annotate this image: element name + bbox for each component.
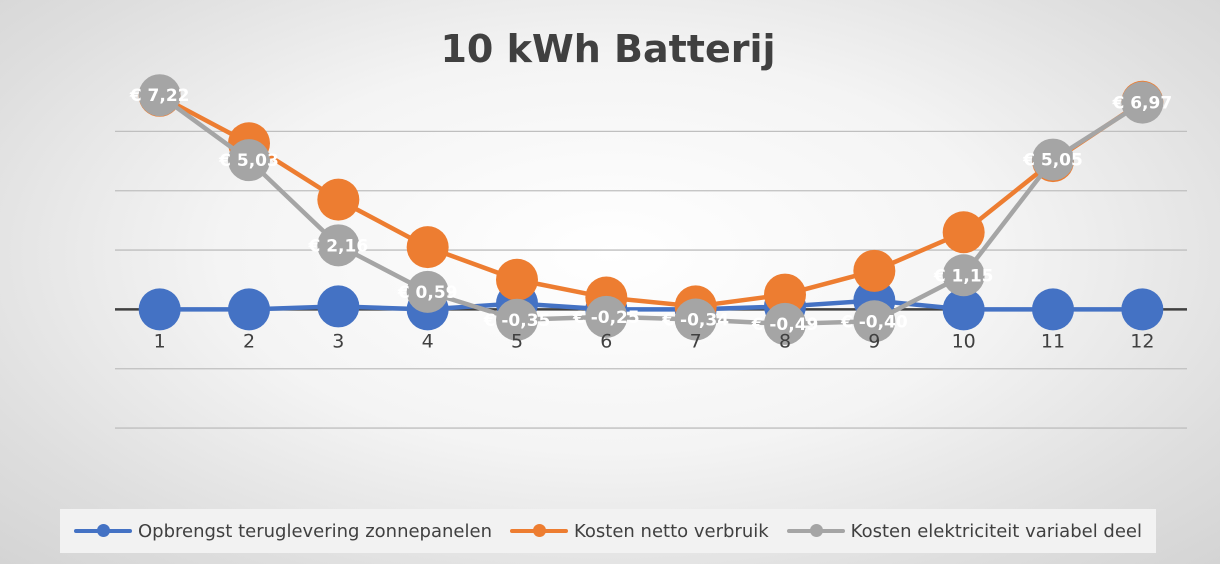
data-label: € -0,34	[661, 310, 729, 330]
legend-marker	[73, 524, 132, 538]
x-tick-label: 9	[868, 330, 880, 352]
data-point	[317, 178, 360, 221]
legend-item: Kosten elektriciteit variabel deel	[786, 520, 1142, 542]
gridlines	[115, 130, 1187, 429]
x-tick-label: 11	[1041, 330, 1065, 352]
data-point	[853, 300, 896, 343]
data-point	[406, 226, 449, 269]
chart-title: 10 kWh Batterij	[440, 27, 775, 71]
x-tick-label: 5	[511, 330, 523, 352]
series-1	[138, 279, 1164, 331]
data-label: € -0,49	[751, 315, 819, 335]
x-tick-label: 4	[422, 330, 434, 352]
data-label: € 7,22	[129, 86, 190, 106]
legend-marker	[509, 524, 568, 538]
data-point	[1121, 81, 1164, 124]
x-axis-ticks: 1 2 3 4 5 6 7 8 9 10 11 12	[154, 330, 1155, 352]
legend-label: Kosten netto verbruik	[573, 520, 769, 542]
x-tick-label: 2	[243, 330, 255, 352]
data-label: € 6,97	[1111, 94, 1172, 114]
legend-marker	[786, 524, 845, 538]
x-tick-label: 6	[600, 330, 612, 352]
x-tick-label: 10	[952, 330, 976, 352]
data-point	[406, 270, 449, 313]
data-point	[1032, 138, 1074, 181]
data-point	[228, 139, 270, 182]
data-point	[585, 295, 628, 338]
legend-label: Kosten elektriciteit variabel deel	[850, 520, 1142, 542]
data-label: € -0,35	[483, 311, 551, 331]
x-tick-label: 3	[332, 330, 344, 352]
data-label: € -0,25	[572, 308, 640, 328]
data-point	[942, 211, 985, 254]
data-label: € -0,40	[840, 312, 908, 332]
data-point	[138, 288, 181, 331]
data-label: € 5,03	[218, 151, 279, 171]
legend-item: Kosten netto verbruik	[509, 520, 769, 542]
data-point	[1121, 288, 1164, 331]
data-point	[764, 302, 806, 345]
series-3	[138, 74, 1164, 345]
data-point	[764, 273, 806, 316]
data-point	[228, 288, 270, 331]
data-label: € 0,59	[397, 283, 458, 303]
data-point	[317, 224, 360, 267]
series-line	[158, 93, 1144, 309]
legend-label: Opbrengst teruglevering zonnepanelen	[137, 520, 492, 542]
legend: Opbrengst teruglevering zonnepanelen Kost…	[60, 509, 1156, 553]
data-label: € 5,05	[1022, 151, 1083, 171]
legend-item: Opbrengst teruglevering zonnepanelen	[73, 520, 492, 542]
data-point	[496, 258, 538, 301]
data-point	[317, 285, 360, 328]
data-point	[853, 249, 896, 292]
data-point	[1032, 288, 1074, 331]
data-point	[942, 254, 985, 297]
x-tick-label: 7	[690, 330, 702, 352]
data-point	[138, 74, 181, 117]
x-tick-label: 1	[154, 330, 166, 352]
series-layer	[138, 74, 1164, 345]
data-point	[674, 298, 717, 341]
data-label: € 2,16	[307, 236, 368, 256]
data-label: € 1,15	[933, 266, 994, 286]
data-labels: € 7,22 € 5,03 € 2,16 € 0,59 € -0,35 € -0,25 € …	[129, 86, 1172, 335]
x-tick-label: 12	[1130, 330, 1154, 352]
data-point	[942, 288, 985, 331]
data-point	[496, 298, 538, 341]
x-tick-label: 8	[779, 330, 791, 352]
